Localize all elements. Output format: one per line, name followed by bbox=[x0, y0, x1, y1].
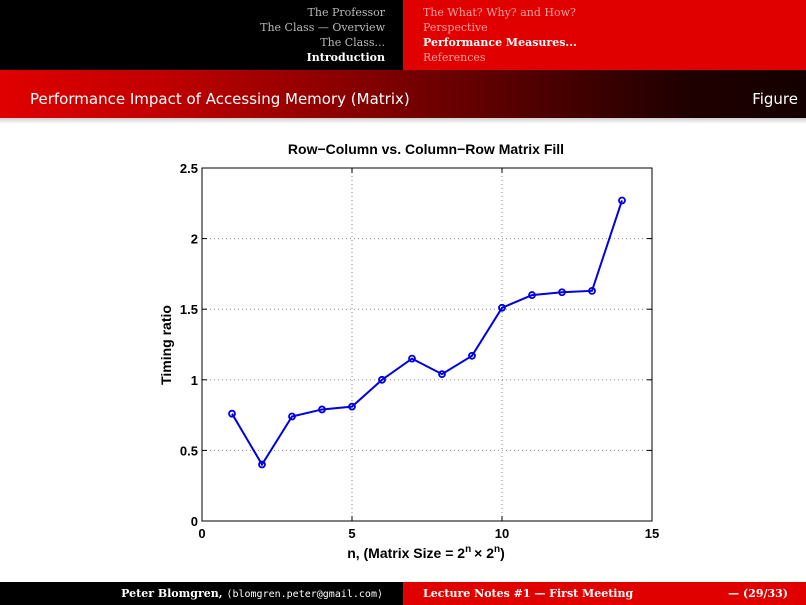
x-tick-label: 10 bbox=[495, 526, 509, 541]
y-tick-label: 1.5 bbox=[180, 302, 198, 317]
x-axis-label-times: × 2 bbox=[474, 545, 494, 561]
section-nav: The Professor The Class — Overview The Cla… bbox=[260, 5, 385, 65]
data-point bbox=[378, 375, 386, 384]
author-name: Peter Blomgren, bbox=[121, 587, 223, 600]
data-point bbox=[438, 370, 446, 379]
data-point bbox=[558, 288, 566, 297]
chart: Row−Column vs. Column−Row Matrix Fill 0 5… bbox=[158, 141, 659, 561]
data-point bbox=[228, 409, 236, 418]
section-nav-item[interactable]: The Class... bbox=[320, 36, 385, 49]
y-tick-label: 2.5 bbox=[180, 161, 198, 176]
x-axis-label-end: ) bbox=[500, 545, 505, 561]
x-tick-label: 15 bbox=[645, 526, 659, 541]
series-line bbox=[231, 200, 623, 467]
y-tick-label: 0.5 bbox=[180, 443, 198, 458]
data-point bbox=[348, 402, 356, 411]
data-point bbox=[498, 303, 506, 312]
y-tick-label: 0 bbox=[191, 514, 198, 529]
chart-title: Row−Column vs. Column−Row Matrix Fill bbox=[288, 141, 564, 157]
x-axis-label-text: n, (Matrix Size = 2 bbox=[347, 545, 465, 561]
data-point bbox=[408, 354, 416, 363]
section-nav-item[interactable]: The Class — Overview bbox=[260, 21, 385, 34]
data-point bbox=[528, 291, 536, 299]
footer-right: Lecture Notes #1 — First Meeting — (29/3… bbox=[403, 582, 806, 605]
footer-page-number: — (29/33) bbox=[728, 587, 788, 600]
frame-title: Performance Impact of Accessing Memory (… bbox=[30, 90, 410, 108]
data-point bbox=[618, 196, 626, 205]
chart-ticks: 0 5 10 15 0 0.5 1 1.5 2 2.5 bbox=[180, 161, 659, 541]
y-tick-label: 2 bbox=[191, 232, 198, 247]
subsection-nav: The What? Why? and How? Perspective Perfor… bbox=[423, 5, 577, 65]
x-axis-label-exp2: n bbox=[494, 544, 500, 555]
x-tick-label: 0 bbox=[198, 526, 205, 541]
author-email: ⟨blomgren.peter@gmail.com⟩ bbox=[226, 589, 383, 600]
header-nav-left: The Professor The Class — Overview The Cla… bbox=[0, 0, 403, 70]
footer-author: Peter Blomgren, ⟨blomgren.peter@gmail.co… bbox=[121, 587, 383, 600]
footer: Peter Blomgren, ⟨blomgren.peter@gmail.co… bbox=[0, 582, 806, 605]
subsection-nav-item[interactable]: Performance Measures... bbox=[423, 36, 577, 49]
frame-label: Figure bbox=[752, 90, 798, 108]
section-nav-item[interactable]: Introduction bbox=[306, 51, 385, 64]
header-nav-right: The What? Why? and How? Perspective Perfor… bbox=[403, 0, 806, 70]
y-tick-label: 1 bbox=[191, 373, 198, 388]
x-axis-label-exp1: n bbox=[465, 544, 471, 555]
subsection-nav-item[interactable]: Perspective bbox=[423, 21, 488, 34]
frame-titlebar: Performance Impact of Accessing Memory (… bbox=[0, 70, 806, 118]
chart-grid bbox=[202, 168, 652, 521]
x-tick-label: 5 bbox=[348, 526, 355, 541]
footer-lecture: Lecture Notes #1 — First Meeting bbox=[423, 587, 634, 600]
y-axis-label: Timing ratio bbox=[158, 305, 174, 385]
chart-series bbox=[228, 196, 626, 469]
data-point bbox=[588, 286, 596, 295]
footer-left: Peter Blomgren, ⟨blomgren.peter@gmail.co… bbox=[0, 582, 403, 605]
section-nav-item[interactable]: The Professor bbox=[307, 6, 385, 19]
data-point bbox=[318, 405, 326, 414]
titlebar-shadow bbox=[0, 118, 806, 124]
data-point bbox=[288, 412, 296, 421]
x-axis-label: n, (Matrix Size = 2n × 2n) bbox=[347, 544, 505, 561]
header: The Professor The Class — Overview The Cla… bbox=[0, 0, 806, 70]
subsection-nav-item[interactable]: The What? Why? and How? bbox=[423, 6, 576, 19]
data-point bbox=[468, 351, 476, 360]
subsection-nav-item[interactable]: References bbox=[423, 51, 486, 64]
data-point bbox=[258, 460, 266, 469]
plot-area-frame bbox=[201, 167, 653, 522]
